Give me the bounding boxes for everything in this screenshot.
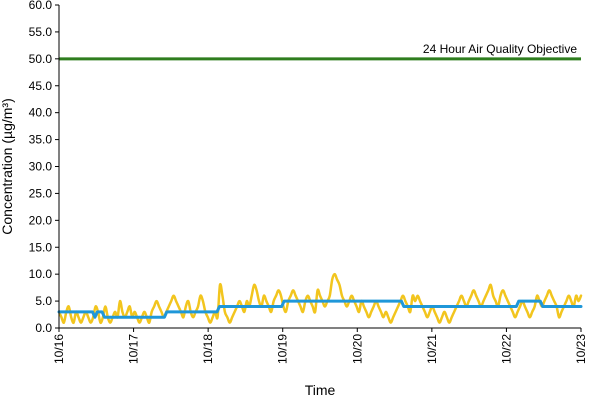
x-axis-ticks: 10/16 10/17 10/18 10/19 10/20 10/21 10/22 10/23 <box>52 328 588 364</box>
series-group <box>57 272 583 325</box>
x-tick-label: 10/18 <box>201 334 215 364</box>
y-axis-label: Concentration (µg/m³) <box>0 98 15 234</box>
y-tick-label: 0.0 <box>35 321 52 335</box>
y-tick-label: 25.0 <box>29 186 53 200</box>
x-tick-label: 10/22 <box>499 334 513 364</box>
series-line-daily <box>57 299 583 319</box>
y-tick-label: 35.0 <box>29 133 53 147</box>
y-tick-label: 60.0 <box>29 0 53 12</box>
x-tick-label: 10/23 <box>574 334 588 364</box>
y-tick-label: 45.0 <box>29 79 53 93</box>
x-tick-label: 10/20 <box>350 334 364 364</box>
y-tick-label: 20.0 <box>29 213 53 227</box>
y-tick-label: 50.0 <box>29 52 53 66</box>
x-tick-label: 10/17 <box>127 334 141 364</box>
air-quality-objective-label: 24 Hour Air Quality Objective <box>423 42 577 56</box>
y-tick-label: 15.0 <box>29 240 53 254</box>
x-tick-label: 10/21 <box>425 334 439 364</box>
reference-line-group: 24 Hour Air Quality Objective <box>59 42 581 61</box>
y-tick-label: 55.0 <box>29 25 53 39</box>
x-axis-label: Time <box>305 382 336 398</box>
y-tick-label: 40.0 <box>29 106 53 120</box>
y-axis-ticks: 0.0 5.0 10.0 15.0 20.0 25.0 30.0 35.0 40.0 45.0 50… <box>29 0 59 335</box>
y-tick-label: 10.0 <box>29 267 53 281</box>
y-tick-label: 5.0 <box>35 294 52 308</box>
y-tick-label: 30.0 <box>29 160 53 174</box>
x-tick-label: 10/16 <box>52 334 66 364</box>
x-tick-label: 10/19 <box>276 334 290 364</box>
series-line-hourly <box>57 272 583 325</box>
